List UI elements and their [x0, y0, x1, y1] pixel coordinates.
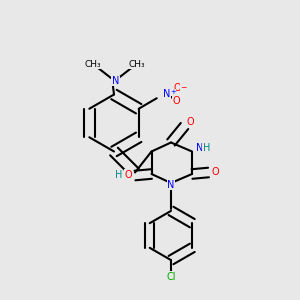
- Text: O: O: [186, 117, 194, 128]
- Text: Cl: Cl: [166, 272, 176, 282]
- Text: N: N: [112, 76, 119, 86]
- Text: H: H: [115, 170, 122, 181]
- Text: O: O: [172, 96, 180, 106]
- Text: O: O: [174, 83, 182, 93]
- Text: CH₃: CH₃: [85, 60, 101, 69]
- Text: H: H: [203, 143, 210, 153]
- Text: N: N: [196, 143, 203, 153]
- Text: −: −: [181, 83, 187, 92]
- Text: O: O: [211, 167, 219, 177]
- Text: N: N: [167, 179, 175, 190]
- Text: O: O: [124, 169, 132, 180]
- Text: N: N: [164, 89, 171, 99]
- Text: +: +: [170, 89, 176, 95]
- Text: CH₃: CH₃: [128, 60, 145, 69]
